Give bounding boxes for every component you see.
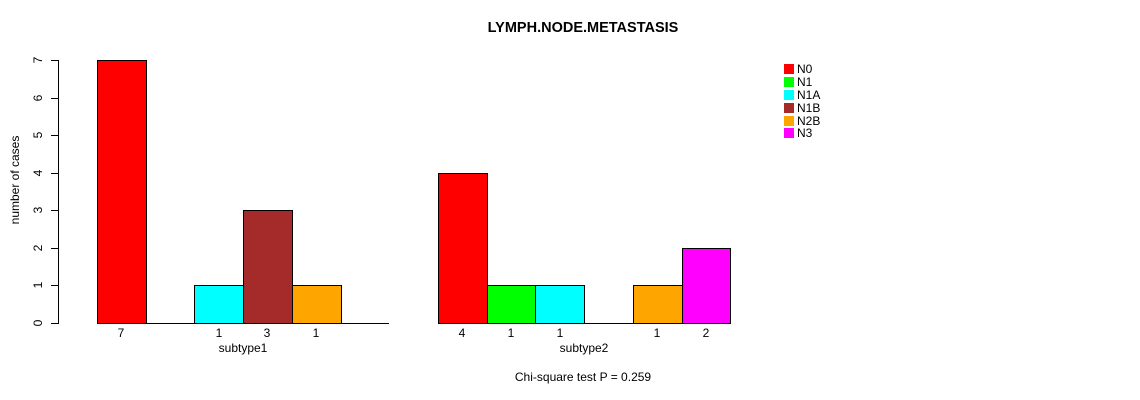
legend-item-N2B: N2B [784,114,820,127]
bar-value-label: 4 [458,326,466,340]
legend-label: N1A [797,87,821,102]
y-axis-tick-label: 7 [31,56,45,64]
x-axis-line-subtype1 [97,323,389,324]
y-axis-tick [51,248,58,249]
y-axis-tick [51,323,58,324]
bar-subtype1-N1B [243,210,293,324]
legend-label: N1B [797,100,821,115]
y-axis-tick [51,285,58,286]
legend-swatch-N1B [784,102,794,113]
legend-swatch-N2B [784,115,794,126]
x-axis-line-subtype2 [438,323,730,324]
bar-subtype1-N2B [292,285,342,324]
y-axis-line [58,60,59,324]
y-axis-tick-label: 3 [31,206,45,214]
chart-title: LYMPH.NODE.METASTASIS [487,20,679,36]
legend-item-N1: N1 [784,76,820,89]
y-axis-tick [51,60,58,61]
legend-item-N1B: N1B [784,101,820,114]
legend-swatch-N3 [784,128,794,139]
bar-value-label: 3 [263,326,271,340]
legend: N0 N1 N1A N1B N2B N3 [784,63,820,140]
bar-subtype2-N1A [535,285,585,324]
y-axis-tick-label: 0 [31,319,45,327]
legend-label: N1 [797,75,813,90]
y-axis-tick [51,173,58,174]
bar-value-label: 1 [653,326,661,340]
legend-item-N1A: N1A [784,89,820,102]
bar-subtype2-N1 [487,285,536,324]
y-axis-tick [51,98,58,99]
bar-subtype1-N0 [97,60,147,324]
bar-value-label: 1 [556,326,564,340]
bar-value-label: 1 [312,326,320,340]
bar-subtype1-N1A [194,285,244,324]
y-axis-tick [51,210,58,211]
chi-square-annotation: Chi-square test P = 0.259 [514,370,652,384]
y-axis-label: number of cases [8,135,22,225]
y-axis-tick-label: 6 [31,94,45,102]
legend-label: N0 [797,62,813,77]
bar-value-label: 7 [117,326,125,340]
legend-label: N2B [797,113,821,128]
y-axis-tick-label: 2 [31,244,45,252]
y-axis-tick-label: 5 [31,131,45,139]
bar-subtype2-N0 [438,173,488,324]
y-axis-tick [51,135,58,136]
legend-label: N3 [797,126,813,141]
legend-swatch-N0 [784,64,794,75]
legend-item-N3: N3 [784,127,820,140]
bar-subtype2-N2B [633,285,683,324]
y-axis-tick-label: 4 [31,169,45,177]
bar-subtype2-N3 [682,248,731,324]
bar-value-label: 1 [507,326,515,340]
group-label-subtype1: subtype1 [218,341,268,355]
bar-value-label: 1 [215,326,223,340]
bar-value-label: 2 [702,326,710,340]
legend-item-N0: N0 [784,63,820,76]
legend-swatch-N1A [784,89,794,100]
y-axis-tick-label: 1 [31,281,45,289]
legend-swatch-N1 [784,77,794,88]
group-label-subtype2: subtype2 [559,341,609,355]
